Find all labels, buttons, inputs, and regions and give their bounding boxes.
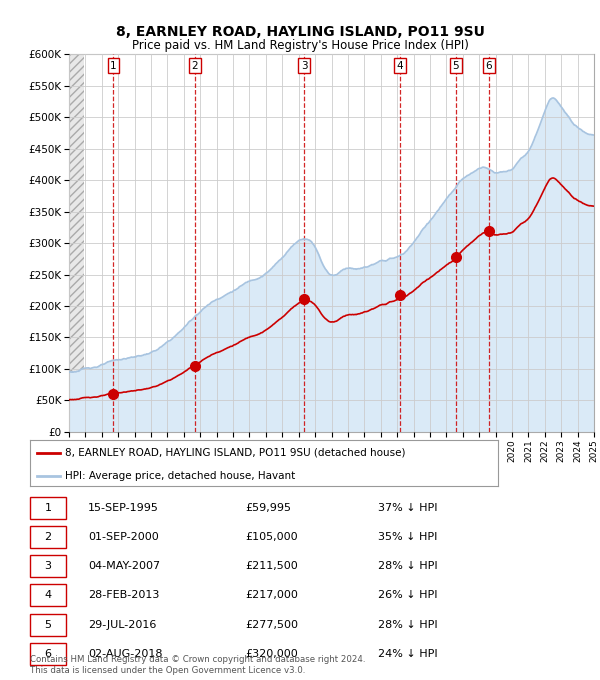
Text: 6: 6 xyxy=(44,649,52,659)
Text: Price paid vs. HM Land Registry's House Price Index (HPI): Price paid vs. HM Land Registry's House … xyxy=(131,39,469,52)
FancyBboxPatch shape xyxy=(30,613,66,636)
Text: £320,000: £320,000 xyxy=(245,649,298,659)
Text: £105,000: £105,000 xyxy=(245,532,298,542)
Text: 5: 5 xyxy=(452,61,459,71)
Text: 8, EARNLEY ROAD, HAYLING ISLAND, PO11 9SU: 8, EARNLEY ROAD, HAYLING ISLAND, PO11 9S… xyxy=(116,25,484,39)
FancyBboxPatch shape xyxy=(30,584,66,607)
Text: 5: 5 xyxy=(44,619,52,630)
Text: 8, EARNLEY ROAD, HAYLING ISLAND, PO11 9SU (detached house): 8, EARNLEY ROAD, HAYLING ISLAND, PO11 9S… xyxy=(65,448,406,458)
Text: 2: 2 xyxy=(191,61,198,71)
FancyBboxPatch shape xyxy=(30,526,66,548)
FancyBboxPatch shape xyxy=(30,555,66,577)
Text: 02-AUG-2018: 02-AUG-2018 xyxy=(88,649,163,659)
Text: 2: 2 xyxy=(44,532,52,542)
Text: 26% ↓ HPI: 26% ↓ HPI xyxy=(378,590,437,600)
Text: £217,000: £217,000 xyxy=(245,590,298,600)
Text: 35% ↓ HPI: 35% ↓ HPI xyxy=(378,532,437,542)
Text: 29-JUL-2016: 29-JUL-2016 xyxy=(88,619,157,630)
Text: 4: 4 xyxy=(44,590,52,600)
Text: 1: 1 xyxy=(44,503,52,513)
Text: 28% ↓ HPI: 28% ↓ HPI xyxy=(378,561,437,571)
Text: £211,500: £211,500 xyxy=(245,561,298,571)
Text: 3: 3 xyxy=(301,61,308,71)
Text: £277,500: £277,500 xyxy=(245,619,298,630)
Text: 01-SEP-2000: 01-SEP-2000 xyxy=(88,532,159,542)
Text: 28-FEB-2013: 28-FEB-2013 xyxy=(88,590,160,600)
Text: 6: 6 xyxy=(485,61,492,71)
Text: 04-MAY-2007: 04-MAY-2007 xyxy=(88,561,160,571)
Text: 24% ↓ HPI: 24% ↓ HPI xyxy=(378,649,437,659)
Text: 3: 3 xyxy=(44,561,52,571)
FancyBboxPatch shape xyxy=(30,643,66,665)
FancyBboxPatch shape xyxy=(30,496,66,519)
Text: 28% ↓ HPI: 28% ↓ HPI xyxy=(378,619,437,630)
Text: 4: 4 xyxy=(397,61,403,71)
Text: Contains HM Land Registry data © Crown copyright and database right 2024.
This d: Contains HM Land Registry data © Crown c… xyxy=(30,655,365,675)
Text: 37% ↓ HPI: 37% ↓ HPI xyxy=(378,503,437,513)
Text: 15-SEP-1995: 15-SEP-1995 xyxy=(88,503,159,513)
Bar xyxy=(69,54,84,432)
Text: 1: 1 xyxy=(110,61,117,71)
Text: £59,995: £59,995 xyxy=(245,503,291,513)
Text: HPI: Average price, detached house, Havant: HPI: Average price, detached house, Hava… xyxy=(65,471,295,481)
